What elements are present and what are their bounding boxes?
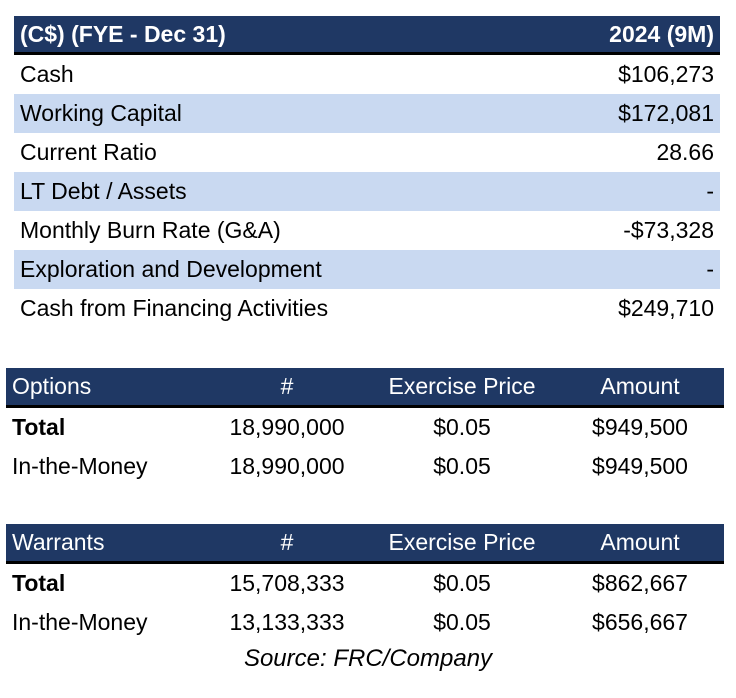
table-header-row: (C$) (FYE - Dec 31) 2024 (9M) xyxy=(14,16,720,55)
cell-amount: $949,500 xyxy=(592,453,688,479)
column-header: Exercise Price xyxy=(368,368,556,408)
column-header: Amount xyxy=(556,524,724,564)
cell-count: 18,990,000 xyxy=(229,453,345,479)
row-value: $249,710 xyxy=(618,295,714,321)
row-value: $106,273 xyxy=(618,61,714,87)
column-header: # xyxy=(206,368,368,408)
table-row: Exploration and Development - xyxy=(14,250,720,289)
table-row: LT Debt / Assets - xyxy=(14,172,720,211)
cell-count: 15,708,333 xyxy=(229,570,345,596)
cell-price: $0.05 xyxy=(433,453,491,479)
financial-summary-table: (C$) (FYE - Dec 31) 2024 (9M) Cash $106,… xyxy=(14,16,720,328)
options-table: Options # Exercise Price Amount Total 18… xyxy=(6,368,724,486)
row-label: Current Ratio xyxy=(20,139,157,165)
row-value: 28.66 xyxy=(656,139,714,165)
row-label: Cash from Financing Activities xyxy=(20,295,329,321)
table-row: Total 15,708,333 $0.05 $862,667 xyxy=(6,563,724,604)
column-header: # xyxy=(206,524,368,564)
table-row: In-the-Money 13,133,333 $0.05 $656,667 xyxy=(6,603,724,642)
table-row: Total 18,990,000 $0.05 $949,500 xyxy=(6,407,724,448)
row-label: Monthly Burn Rate (G&A) xyxy=(20,217,281,243)
source-note: Source: FRC/Company xyxy=(243,645,493,672)
cell-amount: $656,667 xyxy=(592,609,688,635)
row-label: Total xyxy=(12,570,66,596)
row-value: - xyxy=(514,172,720,211)
row-label: Working Capital xyxy=(14,94,514,133)
row-label: Total xyxy=(12,414,66,440)
row-label: LT Debt / Assets xyxy=(14,172,514,211)
warrants-table: Warrants # Exercise Price Amount Total 1… xyxy=(6,524,724,642)
header-period: 2024 (9M) xyxy=(514,16,720,55)
table-header-row: Options # Exercise Price Amount xyxy=(6,368,724,408)
cell-count: 18,990,000 xyxy=(229,414,345,440)
row-label: In-the-Money xyxy=(12,453,148,479)
table-row: Current Ratio 28.66 xyxy=(14,133,720,172)
cell-price: $0.05 xyxy=(433,414,491,440)
row-value: $172,081 xyxy=(514,94,720,133)
column-header: Warrants xyxy=(6,524,206,564)
column-header: Amount xyxy=(556,368,724,408)
column-header: Options xyxy=(6,368,206,408)
header-label: (C$) (FYE - Dec 31) xyxy=(14,16,514,55)
table-header-row: Warrants # Exercise Price Amount xyxy=(6,524,724,564)
row-label: In-the-Money xyxy=(12,609,148,635)
table-row: Cash from Financing Activities $249,710 xyxy=(14,289,720,328)
cell-amount: $862,667 xyxy=(592,570,688,596)
cell-amount: $949,500 xyxy=(592,414,688,440)
table-row: In-the-Money 18,990,000 $0.05 $949,500 xyxy=(6,447,724,486)
column-header: Exercise Price xyxy=(368,524,556,564)
cell-price: $0.05 xyxy=(433,570,491,596)
table-row: Monthly Burn Rate (G&A) -$73,328 xyxy=(14,211,720,250)
row-value: - xyxy=(514,250,720,289)
cell-count: 13,133,333 xyxy=(229,609,345,635)
cell-price: $0.05 xyxy=(433,609,491,635)
row-value: -$73,328 xyxy=(623,217,714,243)
row-label: Cash xyxy=(20,61,74,87)
row-label: Exploration and Development xyxy=(14,250,514,289)
table-row: Working Capital $172,081 xyxy=(14,94,720,133)
table-row: Cash $106,273 xyxy=(14,54,720,95)
